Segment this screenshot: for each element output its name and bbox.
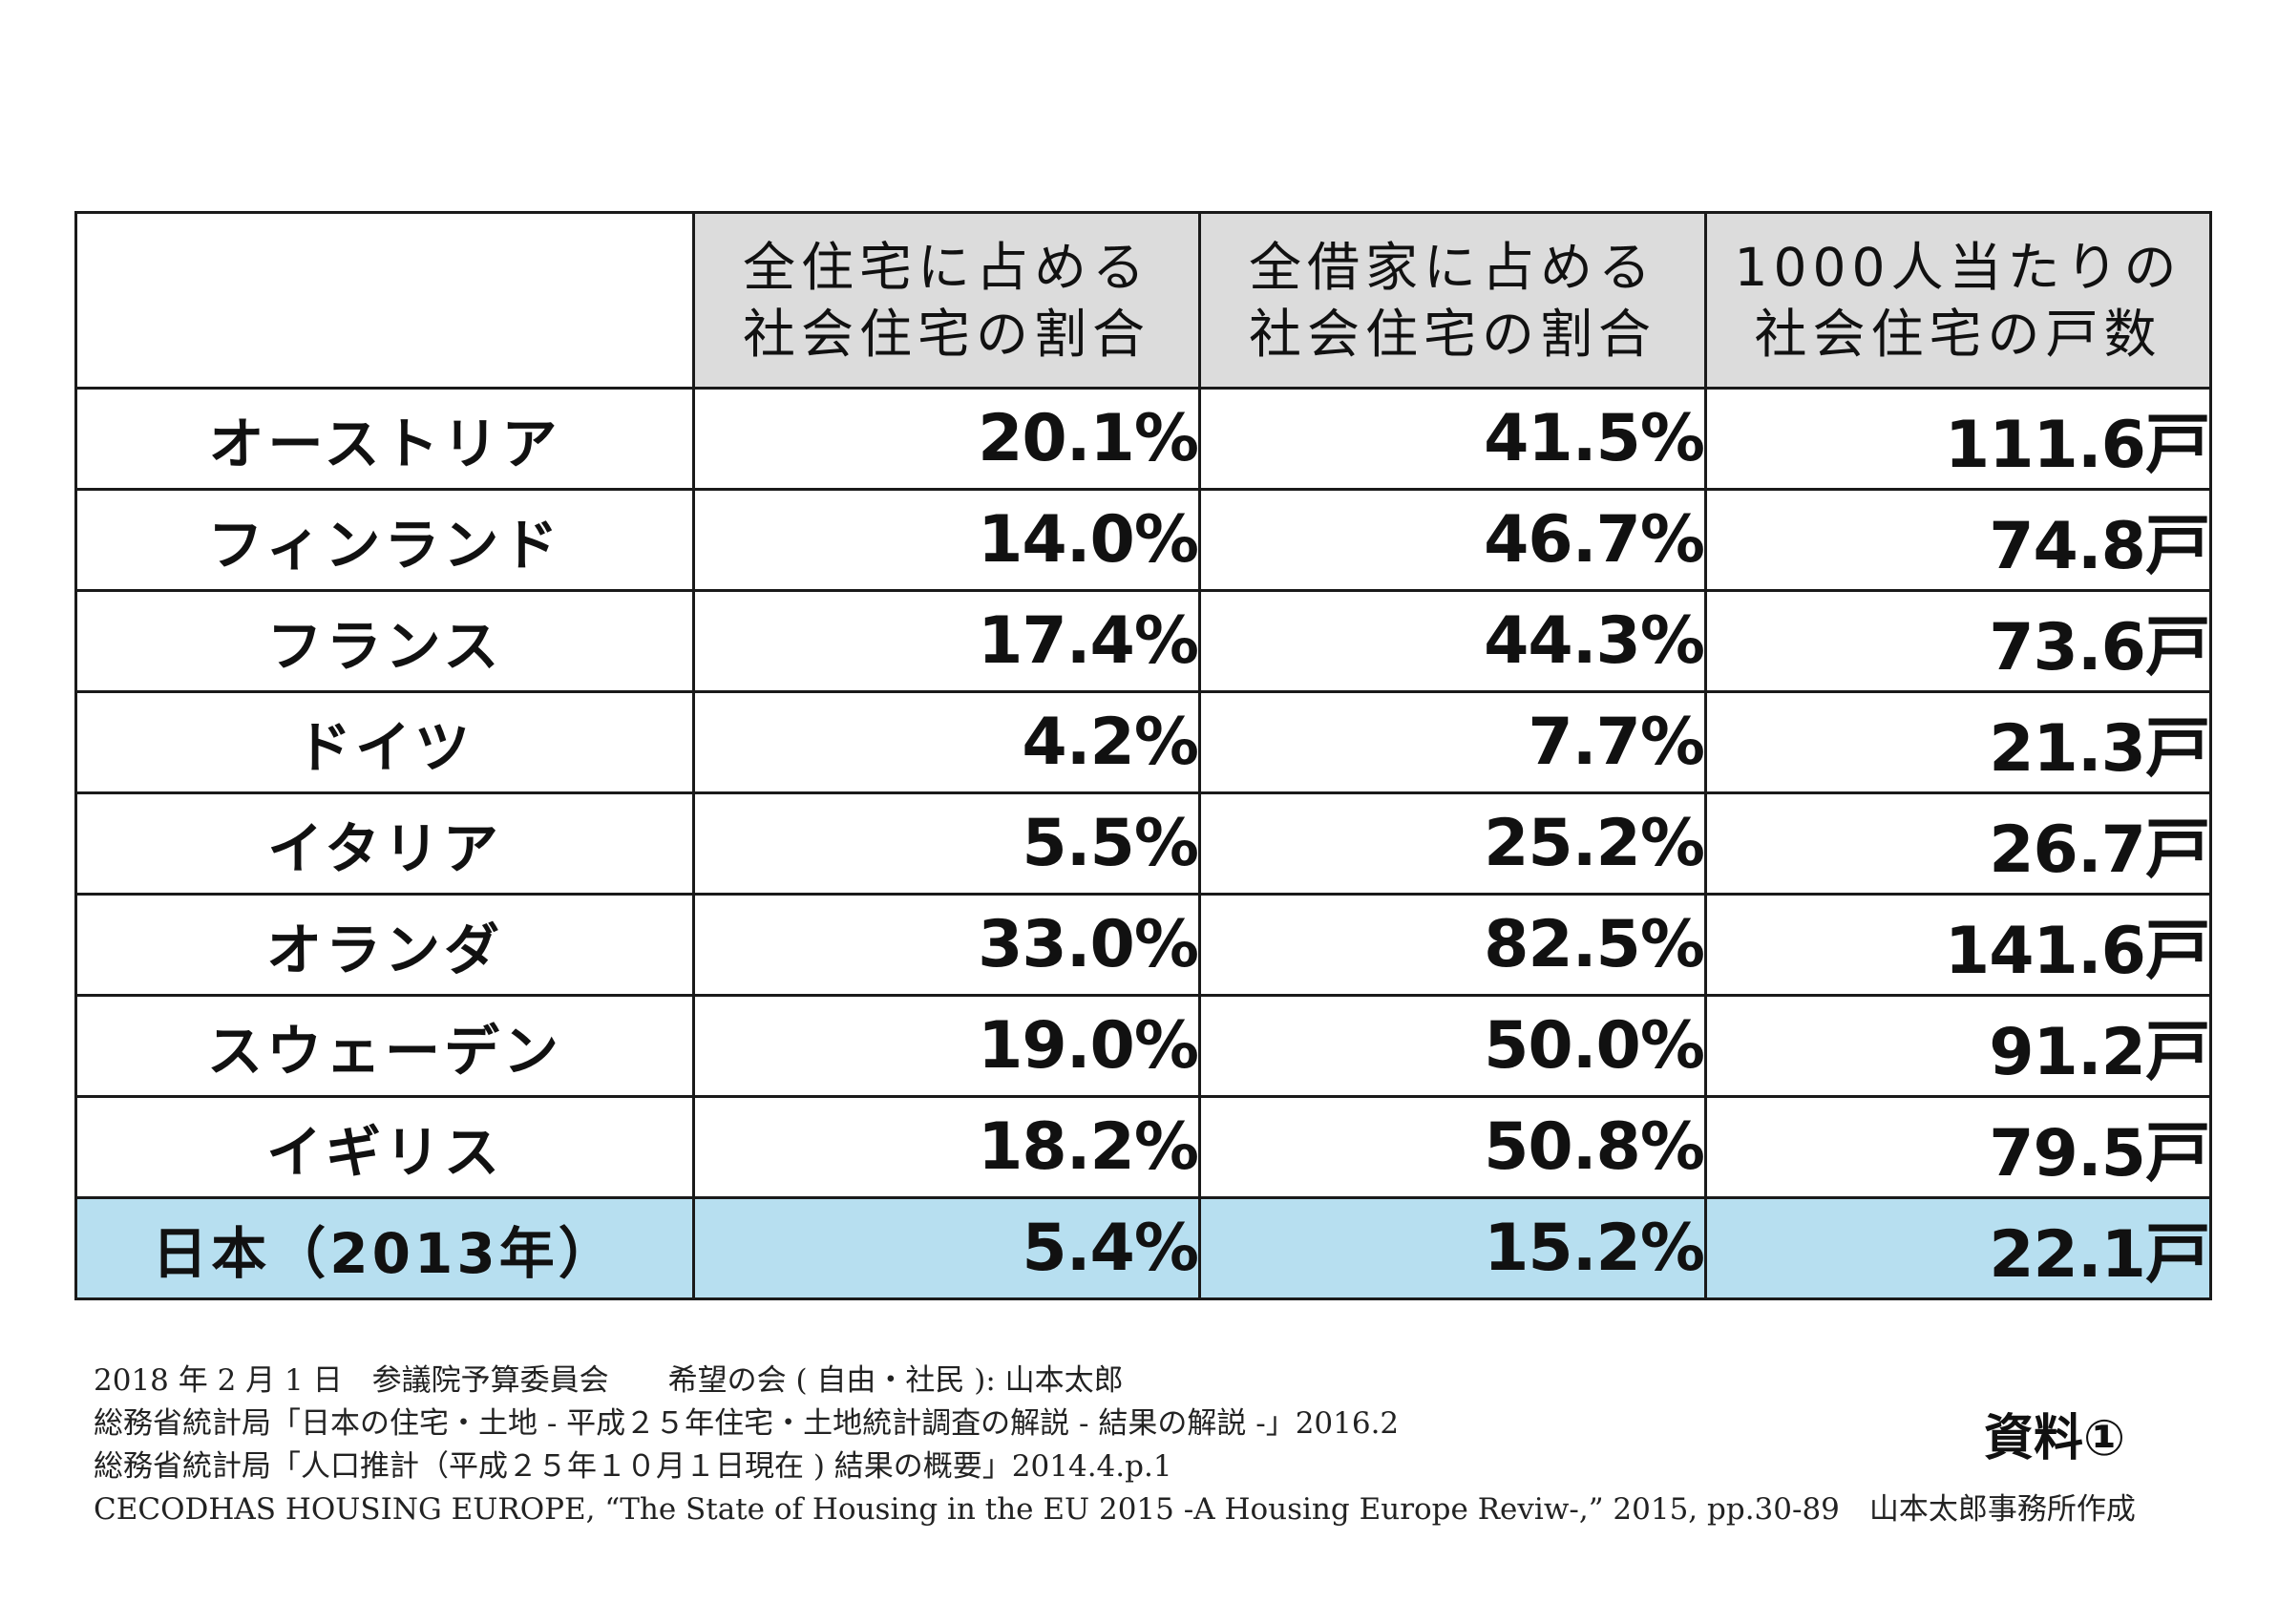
share-all-cell: 17.4% <box>692 589 1201 693</box>
country-cell: フィンランド <box>74 488 695 592</box>
per-1000-cell: 22.1戸 <box>1704 1196 2212 1300</box>
country-cell: フランス <box>74 589 695 693</box>
share-all-cell: 20.1% <box>692 387 1201 491</box>
header-line: 社会住宅の戸数 <box>1754 303 2162 365</box>
note-line: CECODHAS HOUSING EUROPE, “The State of H… <box>94 1492 2136 1527</box>
header-line: 全住宅に占める <box>742 236 1150 298</box>
header-line: 1000人当たりの <box>1734 236 2183 298</box>
share-rental-cell: 25.2% <box>1198 791 1707 896</box>
share-all-cell: 4.2% <box>692 690 1201 794</box>
table-header-row: 全住宅に占める 社会住宅の割合 全借家に占める 社会住宅の割合 1000人当たり… <box>74 211 2212 390</box>
table-row: イタリア 5.5% 25.2% 26.7戸 <box>74 791 2212 896</box>
social-housing-table: 全住宅に占める 社会住宅の割合 全借家に占める 社会住宅の割合 1000人当たり… <box>74 211 2212 1300</box>
per-1000-cell: 26.7戸 <box>1704 791 2212 896</box>
share-all-cell: 18.2% <box>692 1095 1201 1199</box>
per-1000-cell: 141.6戸 <box>1704 893 2212 997</box>
table-row: ドイツ 4.2% 7.7% 21.3戸 <box>74 690 2212 794</box>
header-share-rental-housing: 全借家に占める 社会住宅の割合 <box>1198 211 1707 390</box>
country-cell: オーストリア <box>74 387 695 491</box>
per-1000-cell: 111.6戸 <box>1704 387 2212 491</box>
document-label: 資料① <box>1984 1410 2126 1467</box>
share-all-cell: 5.5% <box>692 791 1201 896</box>
share-rental-cell: 7.7% <box>1198 690 1707 794</box>
share-all-cell: 14.0% <box>692 488 1201 592</box>
table-corner-cell <box>74 211 695 390</box>
table-row-japan-highlight: 日本（2013年） 5.4% 15.2% 22.1戸 <box>74 1196 2212 1300</box>
country-cell: イギリス <box>74 1095 695 1199</box>
table-row: フランス 17.4% 44.3% 73.6戸 <box>74 589 2212 693</box>
share-rental-cell: 41.5% <box>1198 387 1707 491</box>
header-share-all-housing: 全住宅に占める 社会住宅の割合 <box>692 211 1201 390</box>
table-row: フィンランド 14.0% 46.7% 74.8戸 <box>74 488 2212 592</box>
share-all-cell: 19.0% <box>692 994 1201 1098</box>
per-1000-cell: 91.2戸 <box>1704 994 2212 1098</box>
share-all-cell: 33.0% <box>692 893 1201 997</box>
table-row: オーストリア 20.1% 41.5% 111.6戸 <box>74 387 2212 491</box>
country-cell: スウェーデン <box>74 994 695 1098</box>
share-all-cell: 5.4% <box>692 1196 1201 1300</box>
country-cell: 日本（2013年） <box>74 1196 695 1300</box>
share-rental-cell: 15.2% <box>1198 1196 1707 1300</box>
header-line: 全借家に占める <box>1248 236 1656 298</box>
country-cell: オランダ <box>74 893 695 997</box>
table-row: イギリス 18.2% 50.8% 79.5戸 <box>74 1095 2212 1199</box>
note-line: 2018 年 2 月 1 日 参議院予算委員会 希望の会 ( 自由・社民 ): … <box>94 1363 1124 1398</box>
share-rental-cell: 50.0% <box>1198 994 1707 1098</box>
per-1000-cell: 79.5戸 <box>1704 1095 2212 1199</box>
note-line: 総務省統計局「人口推計（平成２５年１０月１日現在 ) 結果の概要」2014.4.… <box>94 1449 1172 1484</box>
header-units-per-1000: 1000人当たりの 社会住宅の戸数 <box>1704 211 2212 390</box>
source-notes: 2018 年 2 月 1 日 参議院予算委員会 希望の会 ( 自由・社民 ): … <box>94 1360 2136 1531</box>
country-cell: ドイツ <box>74 690 695 794</box>
country-cell: イタリア <box>74 791 695 896</box>
header-line: 社会住宅の割合 <box>742 303 1150 365</box>
per-1000-cell: 73.6戸 <box>1704 589 2212 693</box>
header-line: 社会住宅の割合 <box>1248 303 1656 365</box>
table-row: オランダ 33.0% 82.5% 141.6戸 <box>74 893 2212 997</box>
share-rental-cell: 50.8% <box>1198 1095 1707 1199</box>
per-1000-cell: 74.8戸 <box>1704 488 2212 592</box>
share-rental-cell: 82.5% <box>1198 893 1707 997</box>
note-line: 総務省統計局「日本の住宅・土地 - 平成２５年住宅・土地統計調査の解説 - 結果… <box>94 1406 1400 1441</box>
per-1000-cell: 21.3戸 <box>1704 690 2212 794</box>
table-row: スウェーデン 19.0% 50.0% 91.2戸 <box>74 994 2212 1098</box>
share-rental-cell: 46.7% <box>1198 488 1707 592</box>
share-rental-cell: 44.3% <box>1198 589 1707 693</box>
